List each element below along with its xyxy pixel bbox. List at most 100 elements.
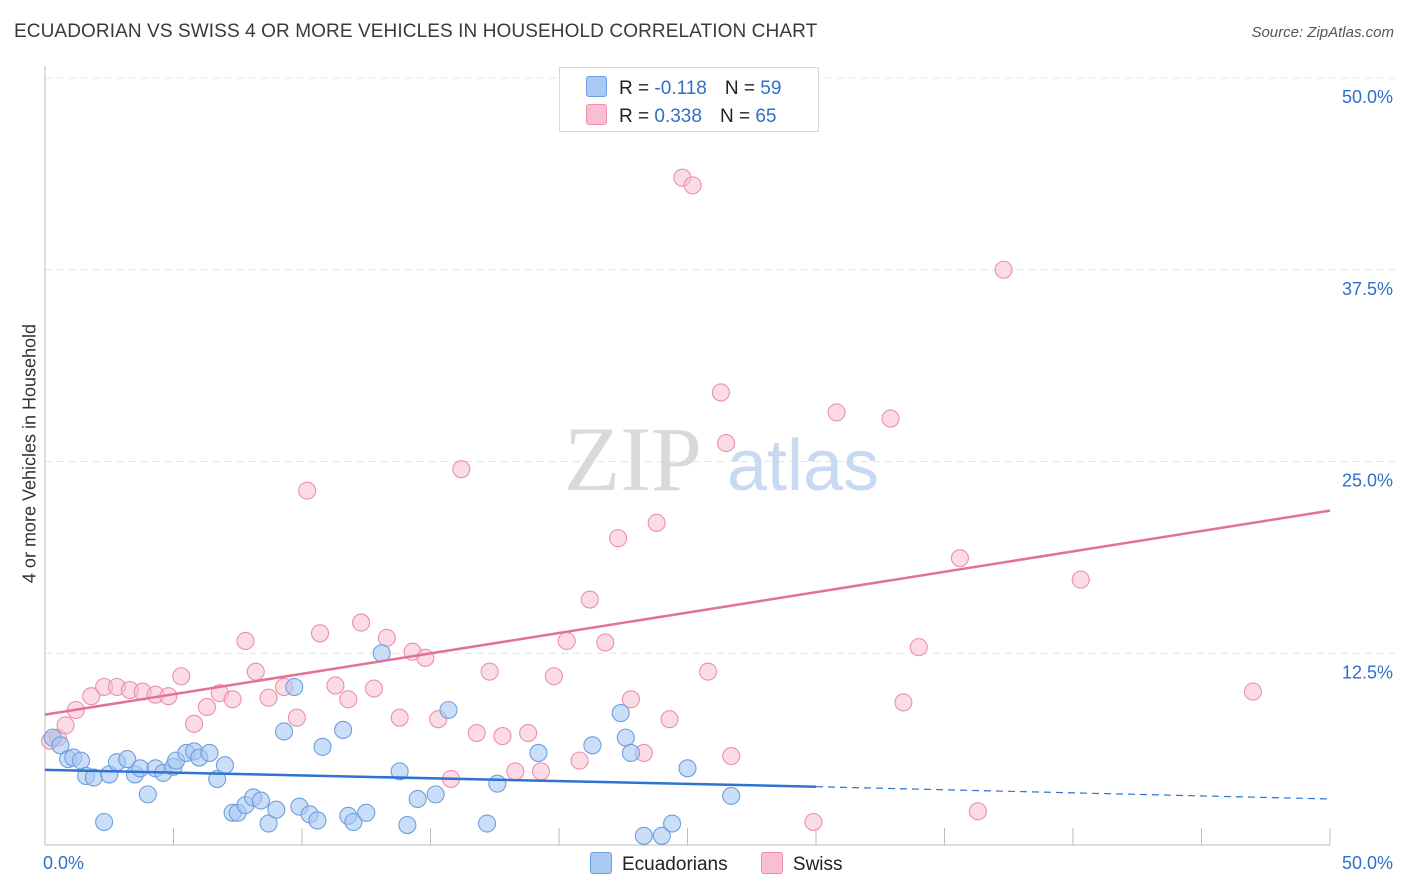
ecuadorian-point-29 xyxy=(259,814,278,833)
ecuadorian-point-55 xyxy=(652,826,671,845)
swiss-point-30 xyxy=(416,648,435,667)
series-legend-ecuadorians[interactable]: Ecuadorians xyxy=(590,852,728,876)
swiss-point-45 xyxy=(609,529,628,548)
swiss-point-35 xyxy=(480,662,499,681)
legend-n-label: N = xyxy=(719,106,751,127)
ecuadorian-point-51 xyxy=(611,704,630,723)
grid-lines xyxy=(45,77,1395,654)
x-tick-label-0: 0.0% xyxy=(43,853,84,873)
swiss-point-36 xyxy=(493,727,512,746)
swiss-point-22 xyxy=(310,624,330,643)
swiss-point-59 xyxy=(894,693,913,712)
y-axis-label: 4 or more Vehicles in Household xyxy=(19,323,40,584)
swiss-point-15 xyxy=(223,690,242,709)
ecuadorian-point-43 xyxy=(398,816,417,835)
ecuadorian-point-28 xyxy=(251,791,270,810)
correlation-legend: R = -0.118 N = 59 R = 0.338 N = 65 xyxy=(559,67,819,132)
swiss-point-52 xyxy=(699,662,718,681)
ecuadorian-point-47 xyxy=(477,814,497,833)
swiss-point-62 xyxy=(968,802,987,821)
swiss-point-21 xyxy=(298,481,317,500)
ecuadorian-point-37 xyxy=(334,720,353,740)
ecuadorian-point-52 xyxy=(616,728,635,747)
legend-r-value-swiss: 0.338 xyxy=(654,106,702,127)
swiss-point-37 xyxy=(506,762,525,781)
tick-labels: 12.5% 25.0% 37.5% 50.0% 0.0% 50.0% xyxy=(43,87,1393,873)
swiss-point-46 xyxy=(621,690,641,709)
swiss-point-61 xyxy=(950,549,969,568)
ecuadorian-point-10 xyxy=(118,750,137,769)
watermark-atlas: atlas xyxy=(727,426,879,506)
swiss-point-65 xyxy=(1243,682,1262,701)
swiss-point-48 xyxy=(647,513,666,532)
swiss-point-64 xyxy=(1071,570,1090,589)
series-legend-swiss[interactable]: Swiss xyxy=(760,852,843,876)
swiss-point-25 xyxy=(352,613,371,632)
chart-title: ECUADORIAN VS SWISS 4 OR MORE VEHICLES I… xyxy=(14,21,818,42)
source-label: Source: ZipAtlas.com xyxy=(1251,24,1394,41)
trend-lines xyxy=(44,509,1331,800)
ecuadorian-point-21 xyxy=(200,743,219,763)
swiss-point-16 xyxy=(236,631,255,651)
swiss-point-38 xyxy=(519,723,538,743)
ecuadorian-point-44 xyxy=(408,789,427,809)
legend-n-value-ecuadorians: 59 xyxy=(760,78,782,99)
swiss-point-33 xyxy=(452,460,471,479)
ecuadorian-point-48 xyxy=(488,774,507,793)
ecuadorian-point-1 xyxy=(51,736,70,755)
legend-row-ecuadorians: R = -0.118 N = 59 xyxy=(586,76,781,100)
ecuadorian-point-56 xyxy=(663,814,682,833)
swiss-point-13 xyxy=(197,697,216,716)
ecuadorian-point-12 xyxy=(131,759,150,778)
y-tick-label-0: 12.5% xyxy=(1342,662,1393,682)
swiss-point-54 xyxy=(716,434,736,453)
ecuadorian-point-54 xyxy=(634,826,653,845)
swiss-point-41 xyxy=(557,631,576,651)
swiss-point-63 xyxy=(994,260,1013,279)
swiss-point-42 xyxy=(570,751,589,770)
swiss-point-18 xyxy=(259,688,278,707)
watermark: ZIP atlas xyxy=(564,408,879,510)
swiss-point-26 xyxy=(364,679,384,698)
ecuadorian-point-31 xyxy=(274,722,294,741)
legend-r-label: R = xyxy=(619,78,650,99)
swiss-point-4 xyxy=(82,687,101,706)
ecuadorian-point-57 xyxy=(678,759,697,778)
swiss-point-27 xyxy=(377,628,396,647)
legend-swatch-swiss xyxy=(586,104,607,125)
x-tick-label-1: 50.0% xyxy=(1342,853,1393,873)
ecuadorian-trend-line xyxy=(44,768,817,788)
ecuadorian-point-39 xyxy=(344,812,363,832)
legend-row-swiss: R = 0.338 N = 65 xyxy=(586,104,776,128)
swiss-trend-line xyxy=(44,509,1331,716)
ecuadorian-trend-extension xyxy=(815,786,1331,800)
swiss-point-60 xyxy=(909,638,928,657)
swiss-point-43 xyxy=(580,590,599,609)
ecuadorian-point-50 xyxy=(583,736,602,755)
ecuadorian-point-49 xyxy=(529,743,548,763)
ecuadorian-point-53 xyxy=(621,743,641,763)
ecuadorian-point-32 xyxy=(285,677,304,697)
y-tick-label-1: 25.0% xyxy=(1342,471,1393,491)
swiss-point-12 xyxy=(185,714,204,733)
legend-r-label: R = xyxy=(619,106,650,127)
swiss-points xyxy=(41,168,1262,832)
swiss-point-17 xyxy=(246,662,265,681)
swiss-point-24 xyxy=(339,690,358,709)
swiss-point-49 xyxy=(660,710,679,729)
ecuadorian-point-13 xyxy=(138,785,157,804)
swiss-point-40 xyxy=(544,667,563,686)
legend-swatch-ecuadorians xyxy=(586,76,607,97)
swiss-point-44 xyxy=(596,633,615,652)
y-tick-label-3: 50.0% xyxy=(1342,87,1393,107)
ecuadorian-point-45 xyxy=(426,785,445,804)
swiss-point-34 xyxy=(467,723,486,743)
series-label-ecuadorians: Ecuadorians xyxy=(622,854,728,875)
ecuadorian-point-58 xyxy=(722,786,741,805)
swiss-point-57 xyxy=(827,403,846,422)
swiss-point-20 xyxy=(287,708,306,727)
swiss-point-56 xyxy=(804,812,823,832)
series-swatch-ecuadorians xyxy=(590,852,612,874)
ecuadorian-point-30 xyxy=(267,800,286,819)
